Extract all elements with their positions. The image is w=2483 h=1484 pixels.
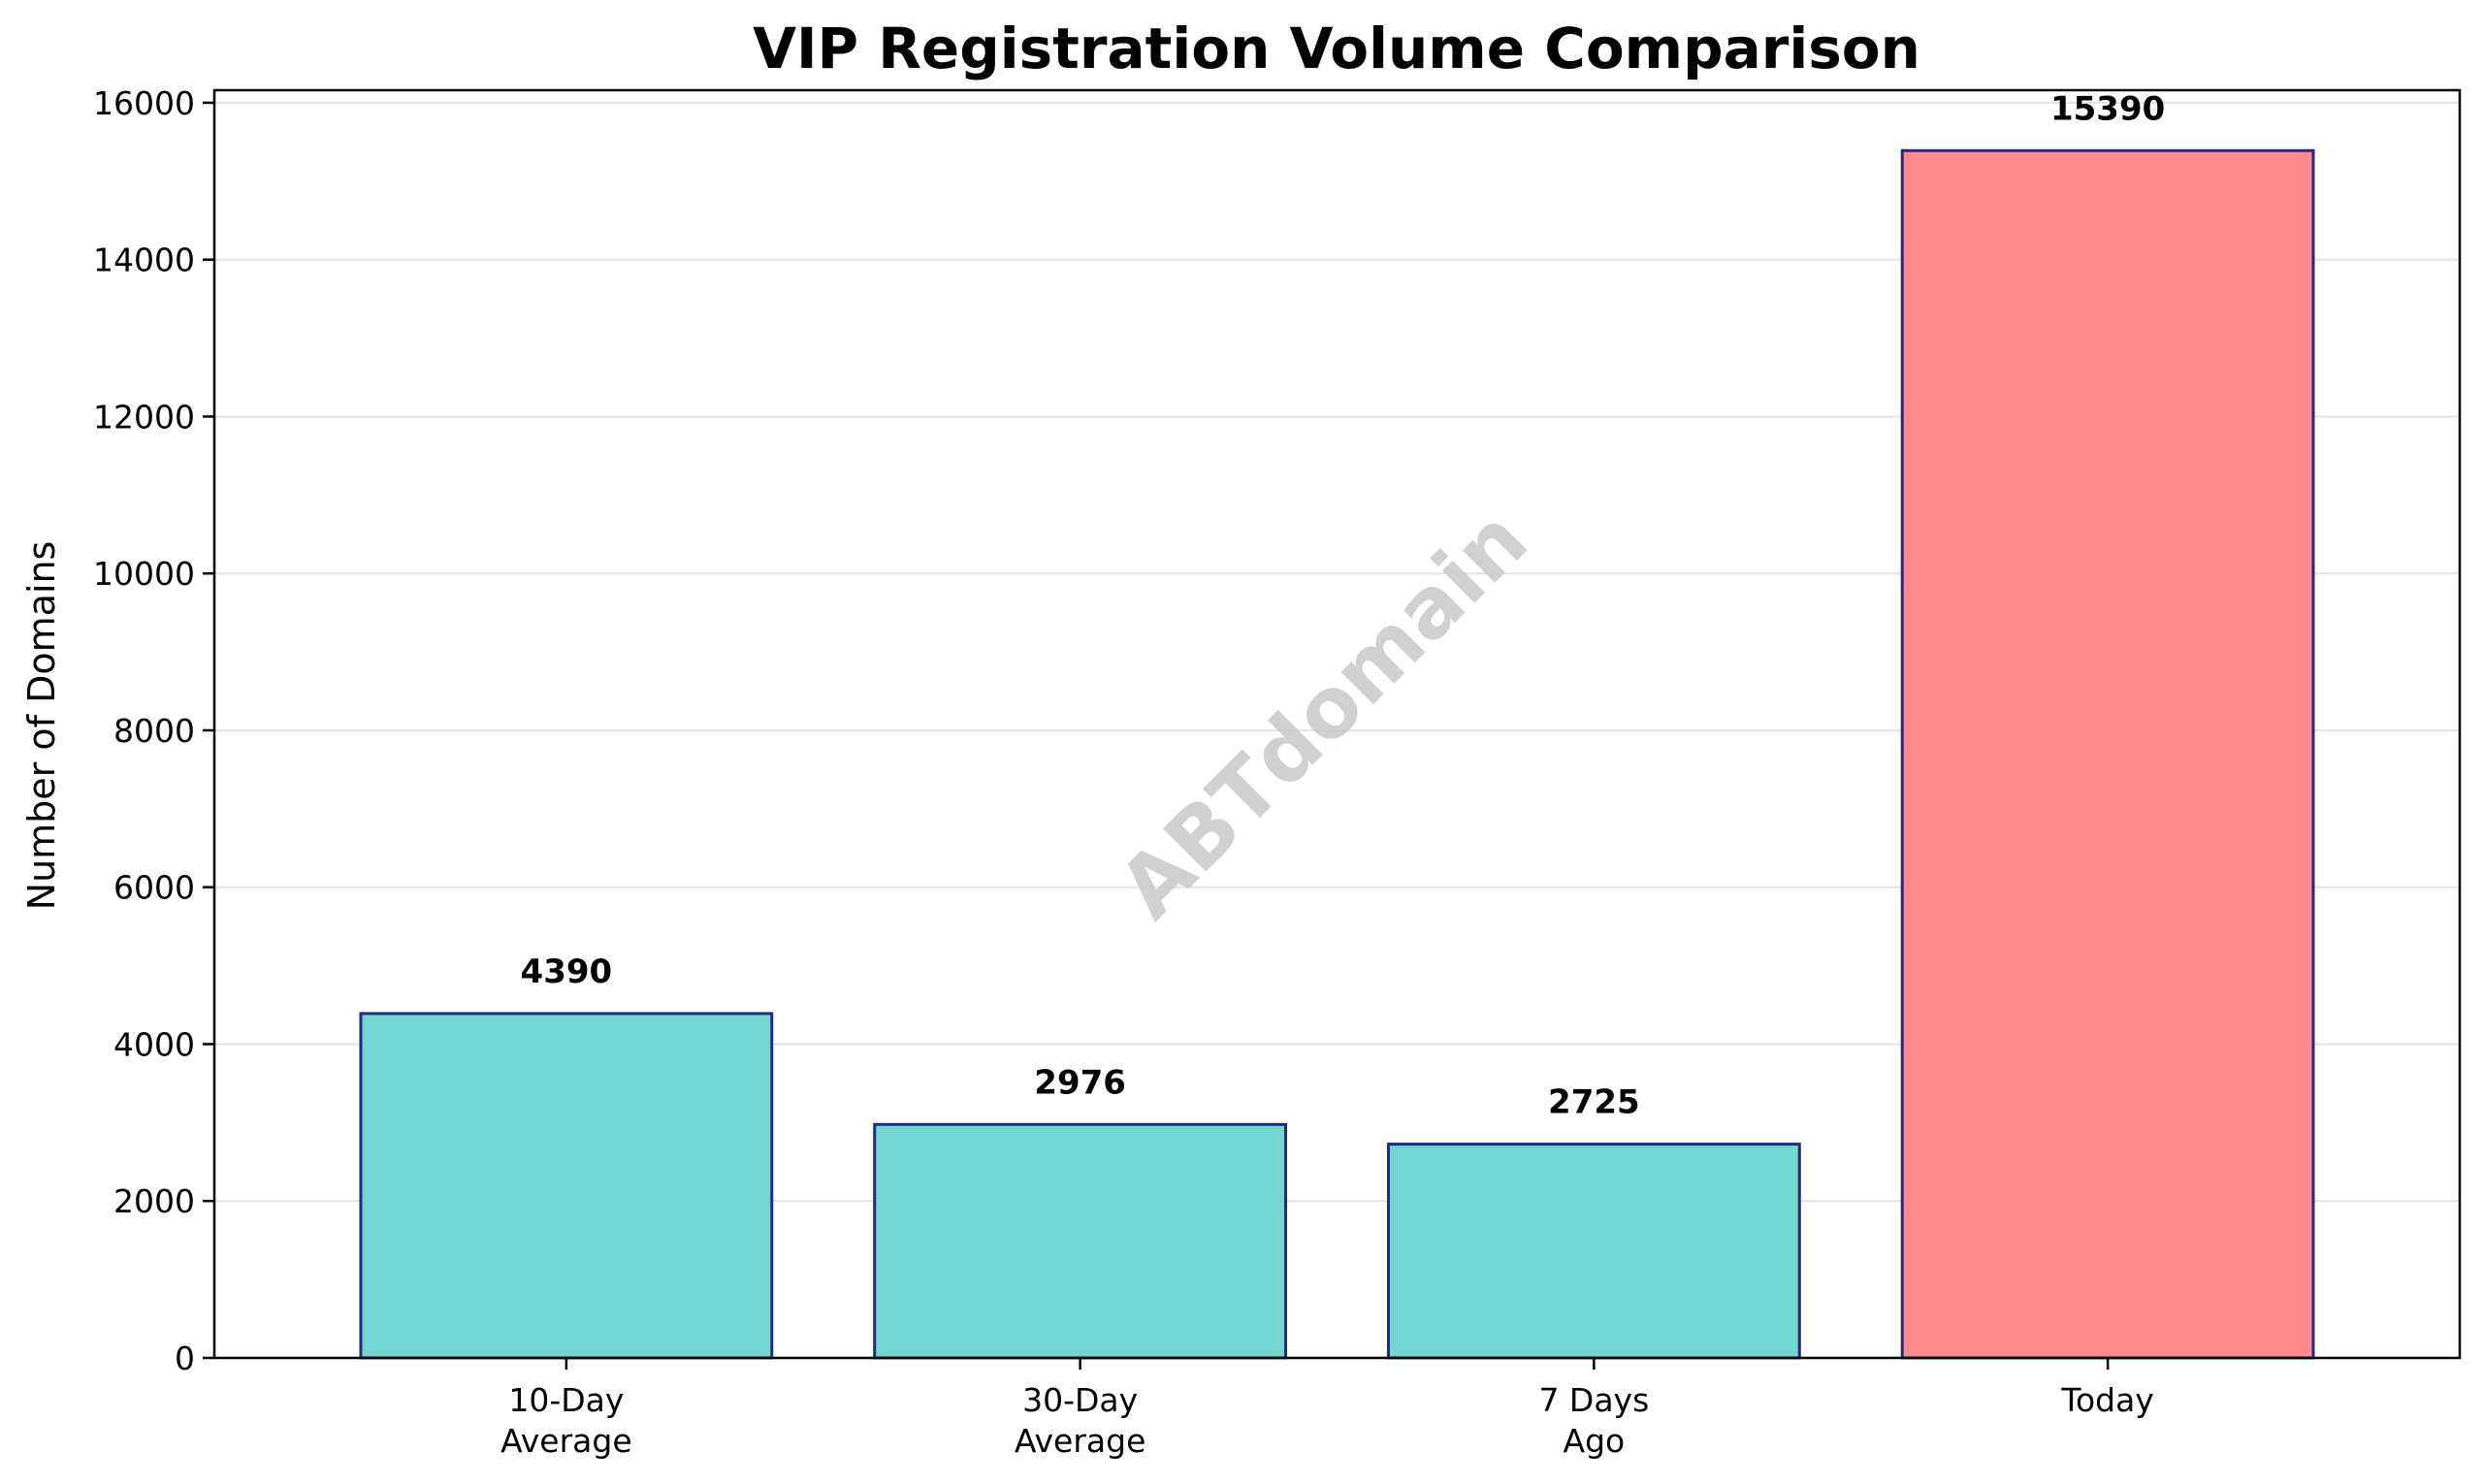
y-axis-label: Number of Domains [20, 541, 63, 911]
y-tick-label: 0 [175, 1339, 195, 1377]
x-tick-label: Average [1015, 1422, 1146, 1460]
bar [359, 1012, 774, 1360]
x-tick-label: Average [500, 1422, 632, 1460]
data-label: 2725 [1548, 1083, 1640, 1122]
y-tick-label: 4000 [113, 1025, 195, 1063]
data-label: 15390 [2050, 89, 2165, 128]
bar [1386, 1143, 1801, 1360]
data-label: 2976 [1034, 1063, 1126, 1102]
watermark: ABTdomain [1101, 492, 1546, 937]
y-tick-label: 2000 [113, 1182, 195, 1220]
x-tick-label: 30-Day [1022, 1381, 1138, 1419]
y-tick-label: 16000 [93, 84, 195, 122]
x-tick-label: Today [2060, 1381, 2153, 1419]
chart-title: VIP Registration Volume Comparison [753, 16, 1920, 81]
x-tick-label: Ago [1564, 1422, 1626, 1460]
bar [1900, 148, 2315, 1360]
plot-frame [212, 88, 2462, 1360]
x-tick-label: 7 Days [1538, 1381, 1649, 1419]
x-tick-label: 10-Day [508, 1381, 624, 1419]
y-tick-label: 8000 [113, 712, 195, 750]
data-labels: 4390 2976 2725 15390 [521, 89, 2166, 1121]
y-axis-ticks: 0 2000 4000 6000 8000 10000 12000 14000 16000 [93, 84, 214, 1377]
y-tick-label: 6000 [113, 869, 195, 907]
bar [873, 1122, 1288, 1360]
data-label: 4390 [521, 952, 613, 991]
y-tick-label: 14000 [93, 242, 195, 279]
bars [359, 148, 2315, 1360]
y-tick-label: 12000 [93, 398, 195, 436]
y-tick-label: 10000 [93, 555, 195, 593]
